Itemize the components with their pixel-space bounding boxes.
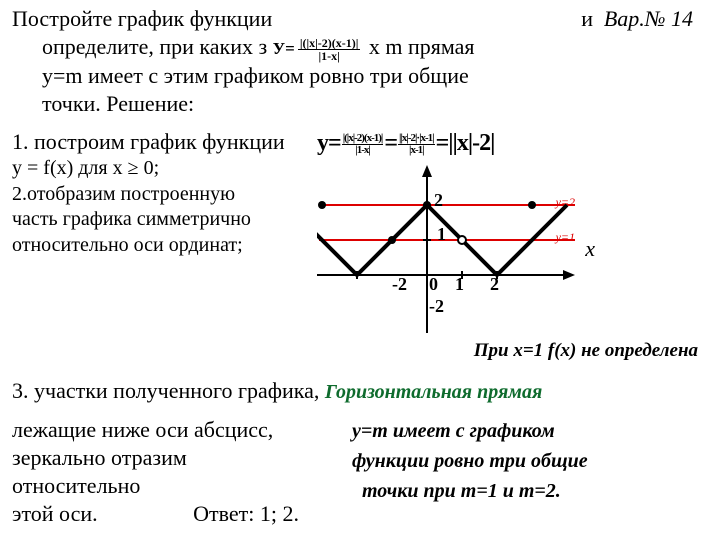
ytick-1: 1 (437, 223, 446, 246)
formula-inline: |(|x|-2)(x-1)||1-x| (298, 37, 361, 62)
intro-line1a: Постройте график функции (12, 6, 272, 31)
x-axis-label: x (585, 235, 595, 263)
step-2c: относительно оси ординат; (12, 233, 317, 259)
ytick-n2: -2 (429, 295, 444, 318)
intro-line2b: х m прямая (369, 34, 475, 59)
step-2b: часть графика симметрично (12, 207, 317, 233)
variant-label: Вар.№ 14 (604, 5, 693, 33)
bottom-right-conclusion: y=m имеет с графиком функции ровно три о… (352, 416, 708, 529)
step-2a: 2.отобразим построенную (12, 182, 317, 208)
formula-derivation: y=|(|x|-2)(x-1)||1-x|=||x|-2|·|x-1||x-1|… (317, 128, 708, 159)
construction-steps: 1. построим график функции y = f(x) для … (12, 128, 317, 259)
bottom-left-text: лежащие ниже оси абсцисс, зеркально отра… (12, 416, 352, 529)
annotation-horizontal: Горизонтальная прямая (325, 381, 542, 403)
intro-line2a: определите, при каких з (12, 34, 267, 59)
problem-statement: Постройте график функции Вар.№ 14 опреде… (12, 5, 708, 118)
intro-line3: y=m имеет с этим графиком ровно три общи… (12, 63, 469, 88)
step-3-text: 3. участки полученного графика, (12, 378, 319, 403)
formula-y-prefix: У= (273, 39, 295, 58)
graph-caption: При х=1 f(x) не определена (317, 339, 708, 363)
xtick-0: 0 (429, 273, 438, 296)
ytick-2: 2 (434, 189, 443, 212)
xtick-1: 1 (455, 273, 464, 296)
xtick-n2: -2 (392, 273, 407, 296)
step-1b: y = f(x) для x ≥ 0; (12, 156, 317, 182)
function-graph: y=2 y=1 2 1 -2 0 1 2 -2 x (317, 165, 577, 335)
graph-label-y2: y=2 (556, 195, 575, 210)
answer: Ответ: 1; 2. (193, 501, 299, 526)
graph-label-y1: y=1 (556, 230, 575, 245)
intro-and: и (581, 5, 593, 33)
xtick-2: 2 (490, 273, 499, 296)
step-1: 1. построим график функции (12, 128, 317, 156)
step-3: 3. участки полученного графика, Горизонт… (12, 377, 708, 406)
intro-line4: точки. Решение: (12, 91, 194, 116)
